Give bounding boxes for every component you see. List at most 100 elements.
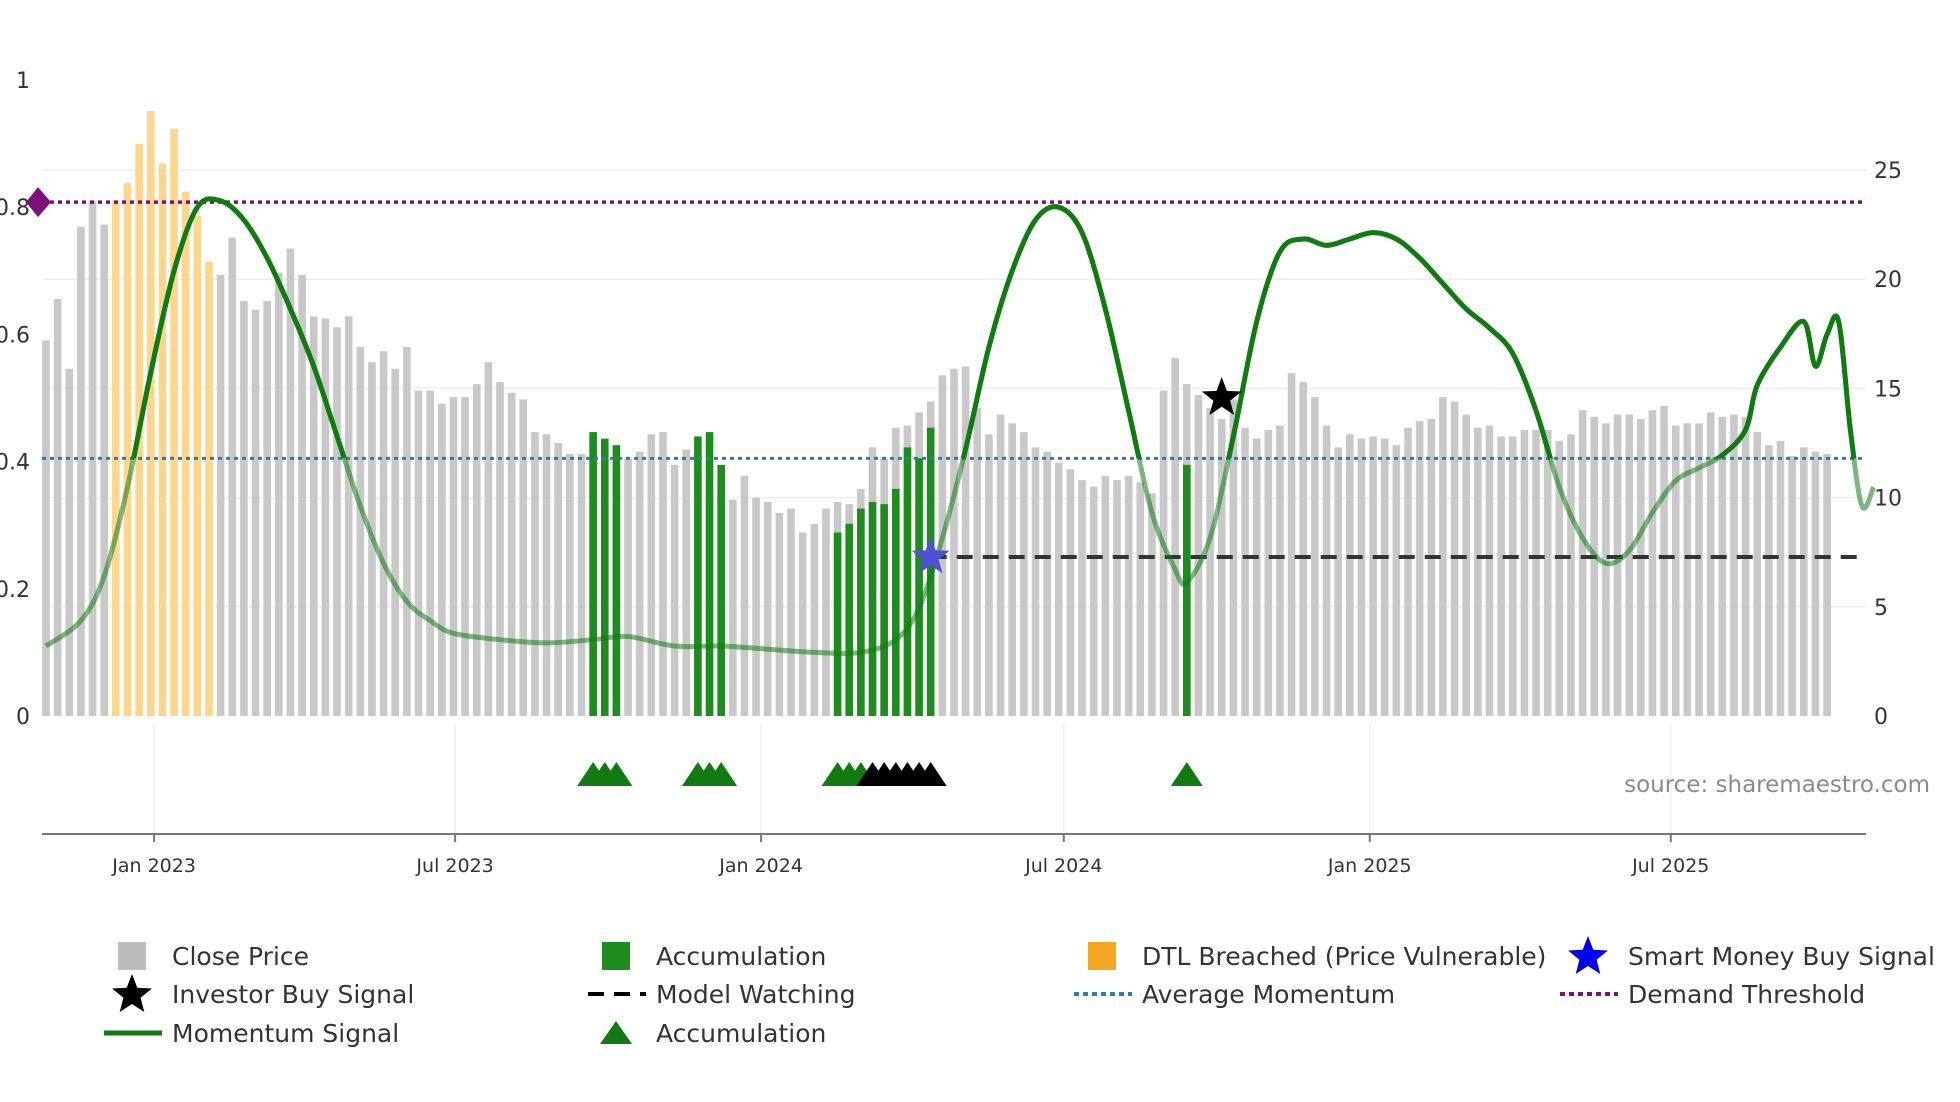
close-price-bar — [1217, 418, 1226, 716]
close-price-bar — [1788, 456, 1796, 716]
close-price-bar — [263, 301, 271, 716]
close-price-bar — [216, 274, 225, 716]
close-price-bar — [251, 309, 260, 716]
close-price-bar — [961, 366, 970, 716]
close-price-bar — [985, 434, 993, 716]
right-tick-label: 15 — [1874, 377, 1902, 402]
legend-swatch — [118, 942, 146, 970]
close-price-bar — [1602, 423, 1610, 716]
close-price-bar — [519, 399, 528, 716]
close-price-bar — [1695, 423, 1703, 716]
close-price-bar — [798, 532, 807, 716]
close-price-bar — [787, 508, 795, 716]
accumulation-bar — [891, 488, 900, 716]
close-price-bar — [414, 390, 423, 716]
right-tick-label: 20 — [1874, 268, 1902, 293]
left-tick-label: 0.4 — [0, 451, 30, 476]
legend-item: Close Price — [118, 942, 309, 971]
legend-label: Smart Money Buy Signal — [1628, 942, 1935, 971]
close-price-bar — [647, 434, 656, 716]
accumulation-bar — [1183, 464, 1191, 716]
close-price-bar — [1322, 425, 1331, 716]
close-price-bar — [577, 453, 586, 716]
accumulation-bar — [833, 532, 842, 716]
accumulation-bar — [868, 501, 877, 716]
close-price-bar — [461, 397, 469, 716]
close-price-bar — [391, 368, 400, 716]
close-price-bar — [1683, 423, 1692, 716]
close-price-bar — [321, 318, 330, 716]
legend-item: Accumulation — [600, 1019, 826, 1048]
legend: Close Price Accumulation DTL Breached (Pri… — [104, 936, 1935, 1048]
legend-label: Accumulation — [656, 942, 826, 971]
close-price-bar — [1229, 399, 1238, 716]
legend-label: Close Price — [172, 942, 309, 971]
close-price-bar — [1078, 480, 1086, 716]
x-tick-label: Jul 2023 — [415, 855, 493, 877]
close-price-bar — [379, 351, 388, 716]
close-price-bar — [100, 224, 109, 716]
dtl-bar — [181, 191, 190, 717]
close-price-bar — [437, 403, 446, 716]
close-price-bar — [344, 316, 353, 716]
close-price-bar — [682, 449, 691, 716]
close-price-bar — [1462, 414, 1471, 716]
legend-item: Model Watching — [588, 980, 856, 1009]
accumulation-bar — [717, 464, 725, 716]
close-price-bar — [507, 392, 516, 716]
close-price-bar — [1380, 438, 1389, 716]
close-price-bar — [752, 497, 760, 716]
close-price-bar — [1287, 373, 1296, 716]
close-price-bar — [333, 327, 341, 716]
accumulation-bar — [845, 523, 854, 716]
close-price-bar — [635, 451, 644, 716]
close-price-bar — [1089, 486, 1098, 716]
close-price-bar — [1543, 429, 1552, 716]
close-price-bar — [1299, 381, 1308, 716]
close-price-bar — [1357, 438, 1366, 716]
close-price-bar — [1439, 397, 1447, 716]
legend-label: Model Watching — [656, 980, 856, 1009]
close-price-bar — [1369, 436, 1377, 716]
close-price-bar — [1124, 475, 1133, 716]
close-price-bar — [659, 432, 667, 716]
close-price-bar — [1054, 462, 1063, 716]
legend-label: Average Momentum — [1142, 980, 1395, 1009]
close-price-bar — [1474, 427, 1482, 716]
left-tick-label: 0.2 — [0, 578, 30, 603]
close-price-bar — [973, 408, 982, 716]
close-price-bar — [1520, 429, 1529, 716]
legend-label: DTL Breached (Price Vulnerable) — [1142, 942, 1546, 971]
close-price-bar — [1776, 440, 1785, 716]
legend-star-icon — [1568, 936, 1608, 974]
close-price-bar — [1823, 453, 1831, 716]
legend-item: Accumulation — [602, 942, 826, 971]
close-price-bar — [1241, 427, 1249, 716]
close-price-bar — [240, 301, 248, 716]
close-price-bar — [1660, 405, 1668, 716]
signal-markers — [911, 377, 1242, 574]
close-price-bar — [1136, 482, 1145, 716]
close-price-bar — [228, 237, 237, 717]
close-price-bar — [1567, 434, 1575, 716]
close-price-bar — [1404, 427, 1412, 716]
accumulation-bar — [880, 504, 888, 716]
legend-label: Momentum Signal — [172, 1019, 399, 1048]
right-tick-label: 10 — [1874, 487, 1902, 512]
momentum-signal-line — [44, 196, 1876, 656]
legend-swatch — [602, 942, 630, 970]
close-price-bar — [1031, 447, 1040, 716]
accumulation-bar — [705, 432, 714, 716]
close-price-bar — [1334, 447, 1342, 716]
close-price-bar — [65, 368, 74, 716]
close-price-bar — [1113, 480, 1121, 716]
close-price-bar — [77, 226, 85, 716]
dtl-bar — [205, 261, 213, 716]
close-price-bar — [1648, 410, 1657, 716]
close-price-bar — [729, 499, 737, 716]
close-price-bar — [309, 316, 318, 716]
close-price-bar — [542, 434, 551, 716]
close-price-bar — [624, 458, 632, 716]
x-tick-label: Jan 2024 — [718, 855, 803, 877]
close-price-bar — [1252, 438, 1261, 716]
